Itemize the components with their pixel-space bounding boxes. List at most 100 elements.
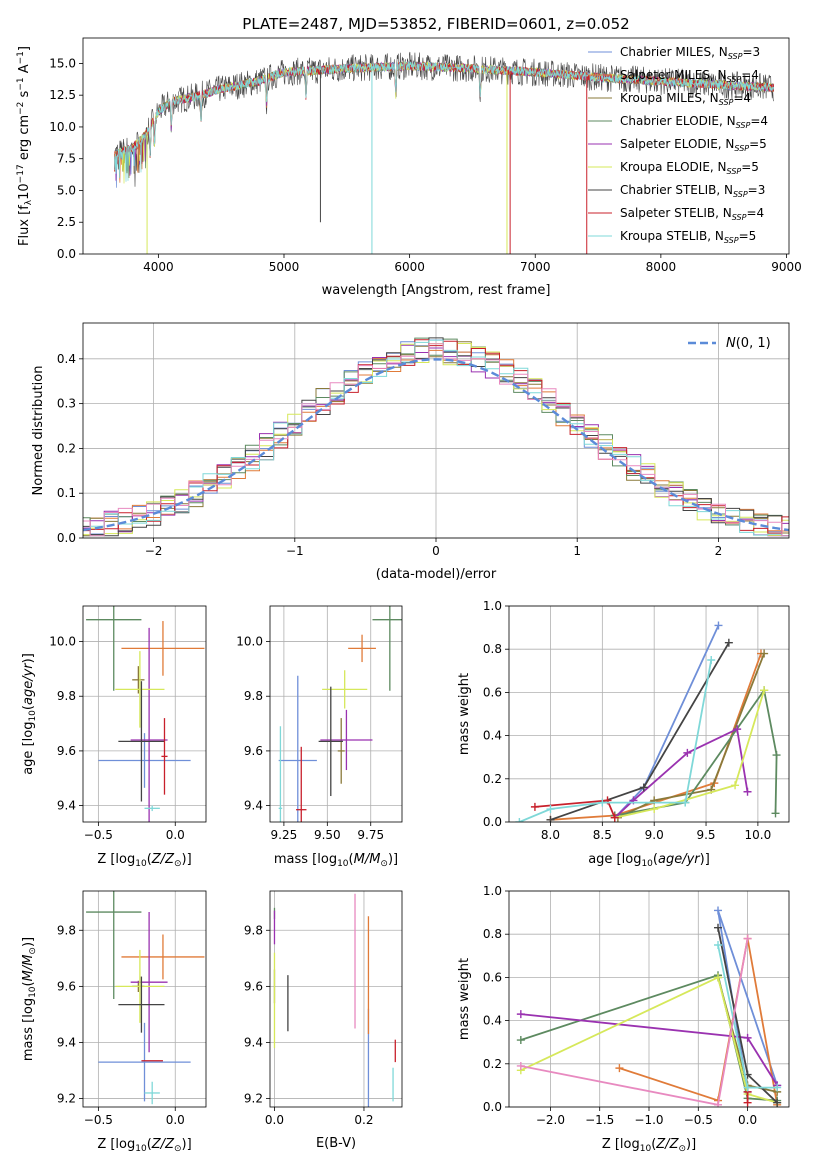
legend-entry: Kroupa STELIB, NSSP=5 [620, 229, 756, 245]
x-axis-label: Z [log10(Z/Z⊙)] [602, 1137, 696, 1154]
x-axis-label: E(B-V) [316, 1136, 356, 1151]
x-tick-label: −1 [286, 544, 304, 558]
y-tick-label: 1.0 [483, 884, 502, 898]
weight-point-marker [598, 798, 607, 807]
y-tick-label: 9.2 [244, 1092, 263, 1106]
x-axis-label: mass [log10(M/M⊙)] [274, 852, 398, 869]
x-axis-label-sub: 10 [640, 1144, 652, 1154]
mass-vs-ebv-panel: 0.0 0.2 9.2 9.4 9.6 9.8 E(B-V) [244, 890, 403, 1151]
y-tick-label: 9.6 [57, 744, 76, 758]
legend-entry: Kroupa MILES, NSSP=4 [620, 91, 751, 107]
y-tick-label: 0.0 [57, 531, 76, 545]
weight-point-marker [743, 787, 752, 796]
weight-series-line [550, 653, 762, 821]
y-tick-label: 9.4 [57, 799, 76, 813]
legend-entry: Chabrier STELIB, NSSP=3 [620, 183, 765, 199]
plot-area [516, 906, 782, 1107]
weight-point-marker [615, 1064, 624, 1073]
weight-point-marker [724, 638, 733, 647]
x-axis-label-mid: ( [147, 1137, 152, 1152]
y-axis-label-sup: −1 [16, 77, 26, 90]
x-tick-label: 0.0 [265, 1113, 284, 1127]
legend-sub: SSP [724, 236, 739, 245]
weight-series-line [614, 689, 765, 819]
axes-frame [508, 605, 790, 823]
x-tick-label: 1 [573, 544, 581, 558]
weight-point-marker [515, 818, 524, 822]
legend-count: =4 [741, 68, 759, 82]
x-axis-label-mid: age/yr [658, 852, 701, 867]
weight-point-marker [516, 1061, 525, 1070]
plot-area [114, 51, 775, 254]
y-tick-label: 0.0 [483, 815, 502, 829]
y-tick-label: 9.8 [57, 689, 76, 703]
x-axis-label-sub: ⊙ [174, 1144, 182, 1154]
axes-frame [269, 605, 403, 823]
y-axis-label: mass weight [457, 673, 472, 755]
legend-count: =5 [739, 229, 757, 243]
weight-series-line [520, 938, 749, 1106]
x-tick-label: −1.5 [585, 1113, 614, 1127]
x-axis-label-mid: ( [349, 852, 354, 867]
y-tick-label: 0.3 [57, 397, 76, 411]
y-tick-label: 2.5 [57, 215, 76, 229]
y-axis-label-end: )] [21, 653, 36, 663]
legend-count: =4 [750, 114, 768, 128]
y-axis-label-sub: 10 [28, 710, 38, 722]
x-tick-label: 0.0 [166, 1113, 185, 1127]
weight-point-marker [516, 1010, 525, 1019]
x-axis-label-sub: ⊙ [380, 859, 388, 869]
x-axis-label-mid: Z/Z [655, 1137, 679, 1152]
histogram-series [83, 339, 789, 537]
weight-point-marker [714, 1100, 723, 1107]
x-tick-label: 0.0 [738, 1113, 757, 1127]
weight-point-marker [639, 783, 648, 792]
x-tick-label: 9.25 [271, 828, 298, 842]
weight-point-marker [772, 751, 781, 760]
y-axis-label: Flux [fλ10−17 erg cm−2 s−1 A−1] [16, 46, 34, 246]
y-tick-label: 0.2 [483, 1057, 502, 1071]
y-tick-label: 9.8 [57, 923, 76, 937]
y-tick-label: 9.8 [244, 923, 263, 937]
histogram-series [83, 343, 789, 537]
axes-frame [508, 890, 790, 1108]
legend-entry: Chabrier MILES, NSSP=3 [620, 45, 760, 61]
x-axis-label: Z [log10(Z/Z⊙)] [97, 852, 191, 869]
y-tick-label: 0.6 [483, 685, 502, 699]
histogram-series [83, 337, 789, 537]
weight-point-marker [610, 813, 619, 822]
x-tick-label: 9.0 [645, 828, 664, 842]
y-axis-label-sup: −1 [16, 51, 26, 64]
x-tick-label: 8.0 [541, 828, 560, 842]
x-axis-label-end: )] [182, 1137, 192, 1152]
y-axis-label-mid: 10 [17, 183, 32, 200]
y-axis-label-sup: −2 [16, 102, 26, 115]
y-axis-label-sub: λ [24, 199, 34, 205]
residuals-panel: −2 −1 0 1 2 0.0 0.1 0.2 0.3 0.4 N(0, 1) (data-model… [31, 322, 790, 582]
histogram-series [83, 349, 789, 532]
x-axis-label-sub: ⊙ [174, 859, 182, 869]
weight-point-marker [707, 656, 716, 664]
y-tick-label: 0.8 [483, 927, 502, 941]
weight-series-line [520, 976, 778, 1104]
spectrum-legend: Chabrier MILES, NSSP=3 Salpeter MILES, NS… [588, 45, 768, 245]
axes-frame [82, 605, 207, 823]
y-axis-label-sub: 10 [28, 986, 38, 998]
y-axis-label-mid: s [17, 90, 32, 101]
x-tick-label: 8.5 [593, 828, 612, 842]
axes-frame [82, 322, 790, 539]
y-tick-label: 9.4 [57, 1035, 76, 1049]
y-axis-label-mid: age/yr [21, 662, 36, 705]
y-tick-label: 0.0 [483, 1100, 502, 1114]
y-axis-label: age [log10(age/yr)] [21, 653, 38, 775]
plot-area [83, 337, 789, 537]
weight-point-marker [530, 802, 539, 811]
weight-series-line [614, 625, 720, 819]
legend-sub: SSP [736, 121, 751, 130]
x-tick-label: −0.5 [684, 1113, 713, 1127]
weight-point-marker [743, 934, 752, 943]
legend-sub: SSP [734, 144, 749, 153]
x-tick-label: 9.5 [696, 828, 715, 842]
x-axis-label-mid: M/M [354, 852, 381, 867]
axes-frame [269, 890, 403, 1108]
